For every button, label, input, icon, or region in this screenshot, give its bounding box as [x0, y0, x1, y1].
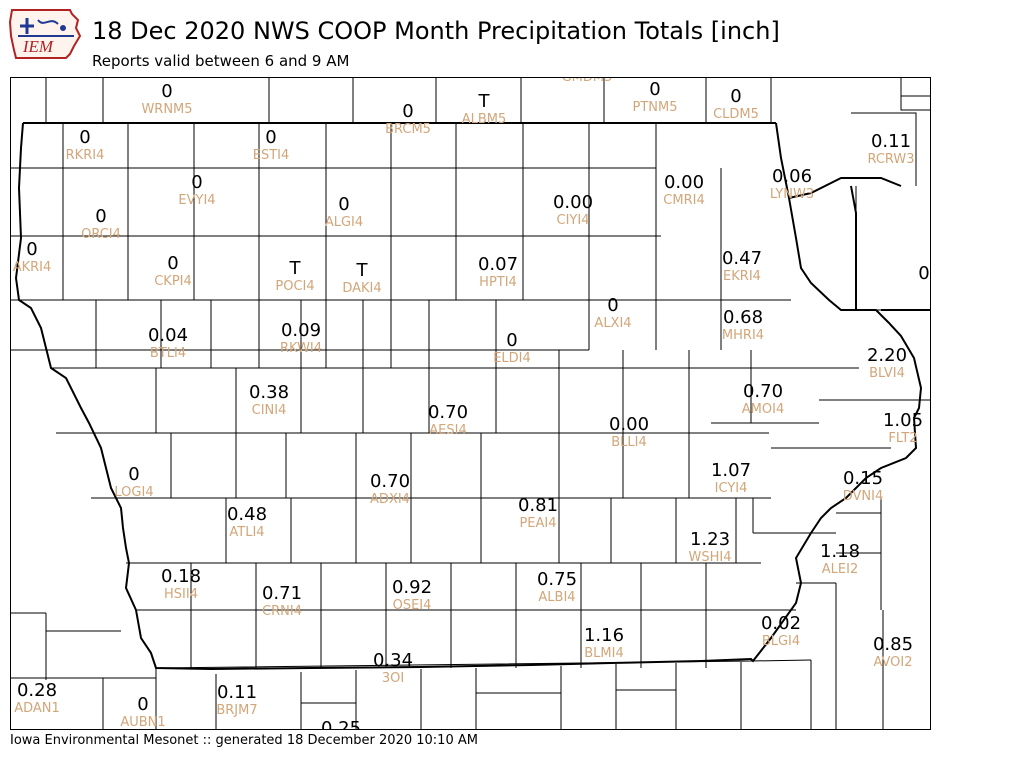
map-area: 0 WRNM5 0 BRCM5 T ALBM5 GMDM5 0 PTNM5 0 CLDM5…	[10, 77, 931, 730]
station-marker: 0 ALGI4	[324, 194, 364, 231]
station-marker: 0.04 BTLI4	[147, 325, 189, 362]
station-marker: 0.28 ADAN1	[14, 680, 60, 717]
station-marker: 0.00 BLLI4	[608, 414, 650, 451]
station-marker: 0.00 CIYI4	[552, 192, 594, 229]
station-marker: 0.11 BRJM7	[216, 682, 258, 719]
station-marker: 2.20 BLVI4	[866, 345, 908, 382]
station-marker: 0.15 DVNI4	[842, 468, 884, 505]
station-marker: 0	[918, 263, 930, 284]
station-marker: 0.81 PEAI4	[517, 495, 559, 532]
station-marker: T POCI4	[275, 258, 315, 295]
station-marker: 0.70 AESI4	[427, 402, 469, 439]
station-marker: 1.16 BLMI4	[583, 625, 625, 662]
station-marker: 0.34 3OI	[372, 650, 414, 687]
station-marker: 0 ORCI4	[81, 206, 121, 243]
station-marker: 1.18 ALEI2	[819, 541, 861, 578]
station-marker: 0 LOGI4	[114, 464, 154, 501]
station-marker: 0 CKPI4	[154, 253, 192, 290]
station-marker: 0.48 ATLI4	[226, 504, 268, 541]
station-marker: 1.05 FLT2	[882, 410, 924, 447]
station-marker: 0.02 BLGI4	[760, 613, 802, 650]
station-marker: 1.07 ICYI4	[710, 460, 752, 497]
station-marker: GMDM5	[561, 77, 613, 85]
station-marker: 0 WRNM5	[141, 81, 193, 118]
station-marker: 0.68 MHRI4	[721, 307, 765, 344]
state-borders	[14, 122, 930, 671]
map-title: 18 Dec 2020 NWS COOP Month Precipitation…	[92, 17, 780, 45]
station-marker: T DAKI4	[342, 260, 382, 297]
station-marker: 0.18 HSII4	[160, 566, 202, 603]
station-marker: 0.00 CMRI4	[663, 172, 705, 209]
map-footer: Iowa Environmental Mesonet :: generated …	[10, 733, 478, 748]
county-borders	[11, 78, 930, 729]
station-marker: 0 AUBN1	[120, 694, 166, 730]
station-marker: 0 BRCM5	[385, 101, 431, 138]
station-marker: 0.70 ADXI4	[369, 471, 411, 508]
map-subtitle: Reports valid between 6 and 9 AM	[92, 52, 350, 70]
station-marker: 0.85 AVOI2	[872, 634, 914, 671]
station-marker: 0.71 CRNI4	[261, 583, 303, 620]
station-marker: 0.47 EKRI4	[721, 248, 763, 285]
logo-text: IEM	[22, 37, 54, 56]
station-marker: 0 AKRI4	[12, 239, 52, 276]
station-marker: 0.92 OSEI4	[391, 577, 433, 614]
station-marker: 0.38 CINI4	[248, 382, 290, 419]
station-marker: 0 ALXI4	[594, 295, 632, 332]
station-marker: 0.11 RCRW3	[867, 131, 915, 168]
station-marker: 0.25ALBM7	[320, 718, 362, 730]
iem-logo: IEM	[8, 6, 86, 64]
station-marker: 1.23 WSHI4	[688, 529, 732, 566]
station-marker: 0 EVYI4	[178, 172, 216, 209]
station-marker: 0 RKRI4	[65, 127, 105, 164]
station-marker: 0.06 LYNW3	[769, 166, 815, 203]
station-marker: 0.70 AMOI4	[741, 381, 785, 418]
station-marker: 0 ESTI4	[252, 127, 290, 164]
county-map	[11, 78, 930, 729]
station-marker: 0 CLDM5	[713, 86, 759, 123]
station-marker: 0 ELDI4	[493, 330, 531, 367]
station-marker: 0.75 ALBI4	[536, 569, 578, 606]
station-marker: T ALBM5	[461, 91, 507, 128]
station-marker: 0.07 HPTI4	[477, 254, 519, 291]
station-marker: 0 PTNM5	[632, 79, 678, 116]
station-marker: 0.09 RKWI4	[279, 320, 323, 357]
